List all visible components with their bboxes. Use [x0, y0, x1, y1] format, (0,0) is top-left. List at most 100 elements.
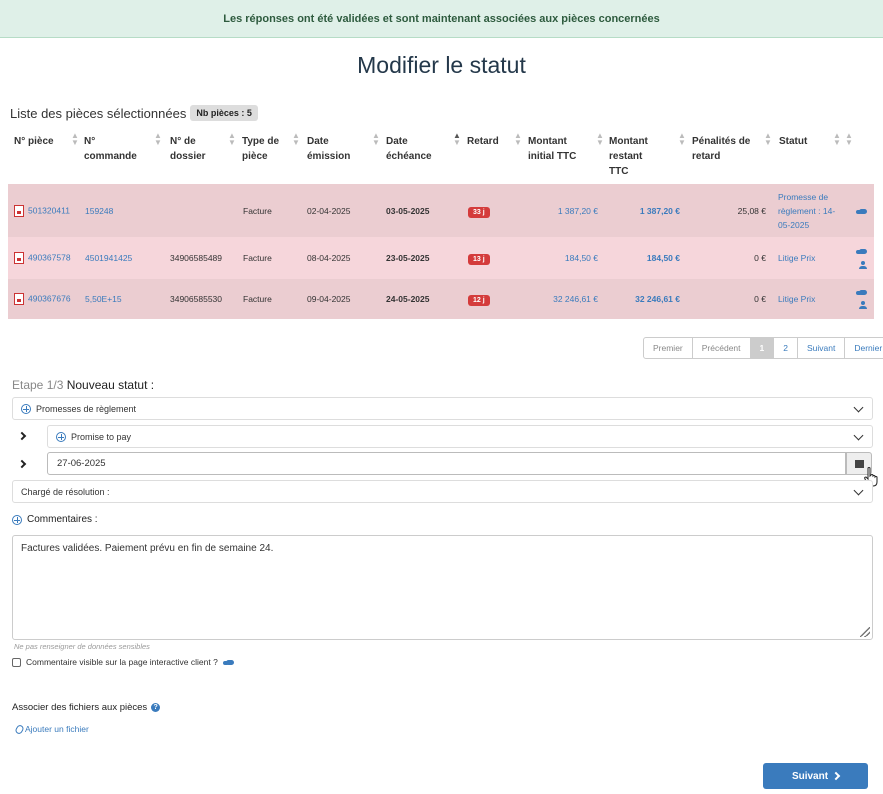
step-heading: Etape 1/3 Nouveau statut : — [12, 378, 154, 392]
piece-number[interactable]: 490367676 — [28, 293, 71, 304]
resolution-select[interactable]: Chargé de résolution : — [12, 480, 873, 503]
date-input[interactable]: 27-06-2025 — [47, 452, 846, 475]
next-button-label: Suivant — [791, 770, 829, 782]
comment-icon[interactable] — [856, 246, 867, 256]
sort-icon[interactable]: ▲ ▼ — [833, 131, 841, 147]
echeance-cell: 23-05-2025 — [386, 253, 430, 263]
header-echeance[interactable]: Date échéance — [386, 136, 432, 162]
comment-icon — [222, 659, 234, 665]
initial-cell: 1 387,20 € — [557, 205, 598, 216]
late-badge: 13 j — [468, 254, 490, 265]
commande-cell[interactable]: 159248 — [85, 205, 114, 216]
initial-cell: 184,50 € — [564, 253, 598, 263]
piece-number[interactable]: 501320411 — [28, 204, 70, 215]
header-type[interactable]: Type de pièce — [242, 136, 280, 162]
user-icon[interactable] — [859, 301, 867, 311]
header-piece[interactable]: N° pièce — [14, 136, 54, 147]
header-initial[interactable]: Montant initial TTC — [528, 136, 577, 162]
statut-cell[interactable]: Litige Prix — [778, 253, 816, 263]
add-file-link[interactable]: Ajouter un fichier — [14, 723, 89, 735]
user-icon[interactable] — [859, 261, 867, 271]
list-title: Liste des pièces sélectionnées Nb pièces… — [10, 105, 258, 121]
sort-icon[interactable]: ▲ ▼ — [596, 131, 604, 147]
calendar-icon[interactable] — [846, 452, 872, 475]
piece-cell[interactable]: 490367676 — [14, 293, 71, 305]
pdf-icon[interactable] — [14, 252, 24, 264]
visible-comment-checkbox[interactable] — [12, 657, 21, 667]
retard-cell: 12 j — [468, 294, 490, 306]
add-circle-icon[interactable] — [12, 514, 22, 525]
header-dossier[interactable]: N° de dossier — [170, 136, 206, 162]
type-cell: Facture — [243, 294, 272, 304]
sort-icon[interactable]: ▲ ▼ — [514, 131, 522, 147]
statut-cell[interactable]: Litige Prix — [778, 294, 816, 304]
sort-icon[interactable]: ▲ ▼ — [154, 131, 162, 147]
pagination-prev[interactable]: Précédent — [693, 338, 751, 358]
late-badge: 12 j — [468, 295, 490, 306]
commande-cell[interactable]: 5,50E+15 — [85, 294, 122, 304]
piece-cell[interactable]: 490367578 — [14, 252, 71, 264]
retard-cell: 33 j — [468, 206, 490, 218]
sort-icon[interactable]: ▲ ▼ — [228, 131, 236, 147]
chevron-down-icon — [853, 402, 864, 413]
sort-icon[interactable]: ▲ ▼ — [292, 131, 300, 147]
sort-icon[interactable]: ▲ ▼ — [372, 131, 380, 147]
comments-label: Commentaires : — [12, 514, 98, 525]
add-file-text[interactable]: Ajouter un fichier — [25, 724, 89, 734]
resize-handle-icon[interactable] — [860, 627, 870, 637]
type-cell: Facture — [243, 253, 272, 263]
sensitive-data-hint: Ne pas renseigner de données sensibles — [14, 642, 150, 651]
resolution-select-value: Chargé de résolution : — [21, 486, 110, 497]
header-commande[interactable]: N° commande — [84, 136, 137, 162]
retard-cell: 13 j — [468, 253, 490, 265]
comments-label-text: Commentaires : — [27, 514, 98, 525]
help-icon[interactable]: ? — [151, 703, 161, 712]
header-penalites[interactable]: Pénalités de retard — [692, 136, 751, 162]
success-banner: Les réponses ont été validées et sont ma… — [0, 0, 883, 38]
emission-cell: 08-04-2025 — [307, 253, 351, 263]
statut-cell[interactable]: Promesse de règlement : 14-05-2025 — [778, 191, 836, 230]
pagination-first[interactable]: Premier — [644, 338, 693, 358]
pagination-last[interactable]: Dernier — [854, 343, 883, 353]
sort-asc-icon[interactable]: ▲ ▼ — [453, 131, 461, 147]
substatus-select[interactable]: Promise to pay — [47, 425, 873, 448]
files-label: Associer des fichiers aux pièces ? — [12, 702, 161, 713]
header-emission[interactable]: Date émission — [307, 136, 351, 162]
table-row: 490367676 5,50E+15 34906585530 Facture 0… — [8, 279, 874, 319]
pagination-page-1[interactable]: 1 — [750, 338, 775, 358]
header-retard[interactable]: Retard — [467, 136, 499, 147]
emission-cell: 09-04-2025 — [307, 294, 351, 304]
header-restant[interactable]: Montant restant TTC — [609, 136, 648, 177]
comment-text: Factures validées. Paiement prévu en fin… — [21, 543, 274, 554]
comment-icon[interactable] — [856, 287, 867, 297]
header-statut[interactable]: Statut — [779, 136, 808, 147]
pdf-icon[interactable] — [14, 293, 24, 305]
table-row: 490367578 4501941425 34906585489 Facture… — [8, 237, 874, 279]
pdf-icon[interactable] — [14, 204, 24, 217]
count-badge: Nb pièces : 5 — [190, 105, 258, 121]
comment-textarea[interactable]: Factures validées. Paiement prévu en fin… — [12, 535, 873, 640]
sort-icon[interactable]: ▲ ▼ — [764, 131, 772, 147]
commande-cell[interactable]: 4501941425 — [85, 253, 133, 263]
penalites-cell: 25,08 € — [737, 205, 766, 216]
piece-cell[interactable]: 501320411 — [14, 204, 70, 217]
late-badge: 33 j — [468, 206, 490, 218]
piece-number[interactable]: 490367578 — [28, 252, 71, 263]
comment-icon[interactable] — [856, 206, 867, 216]
pagination-next[interactable]: Suivant — [798, 338, 846, 358]
echeance-cell: 03-05-2025 — [386, 205, 430, 216]
next-button[interactable]: Suivant — [763, 763, 868, 789]
emission-cell: 02-04-2025 — [307, 205, 351, 216]
dossier-cell: 34906585530 — [170, 294, 223, 304]
initial-cell: 32 246,61 € — [553, 294, 598, 304]
table-header: N° pièce ▲ ▼ N° commande ▲ ▼ N° de dossier… — [8, 130, 874, 184]
dossier-cell: 34906585489 — [170, 253, 223, 263]
sort-icon[interactable]: ▲ ▼ — [71, 131, 79, 147]
sort-icon[interactable]: ▲ ▼ — [845, 131, 853, 147]
page-title: Modifier le statut — [357, 52, 526, 78]
status-select[interactable]: Promesses de règlement — [12, 397, 873, 420]
sort-icon[interactable]: ▲ ▼ — [678, 131, 686, 147]
add-circle-icon — [56, 431, 66, 442]
pagination-page-2[interactable]: 2 — [774, 338, 798, 358]
chevron-right-icon — [831, 771, 841, 781]
